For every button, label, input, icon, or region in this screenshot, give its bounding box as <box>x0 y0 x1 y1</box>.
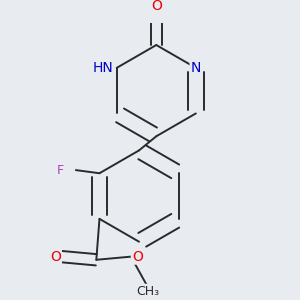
Text: O: O <box>50 250 61 264</box>
Text: F: F <box>57 164 64 177</box>
Text: CH₃: CH₃ <box>137 285 160 298</box>
Text: O: O <box>151 0 162 13</box>
Text: HN: HN <box>93 61 114 75</box>
Text: O: O <box>132 250 143 264</box>
Text: N: N <box>190 61 201 75</box>
